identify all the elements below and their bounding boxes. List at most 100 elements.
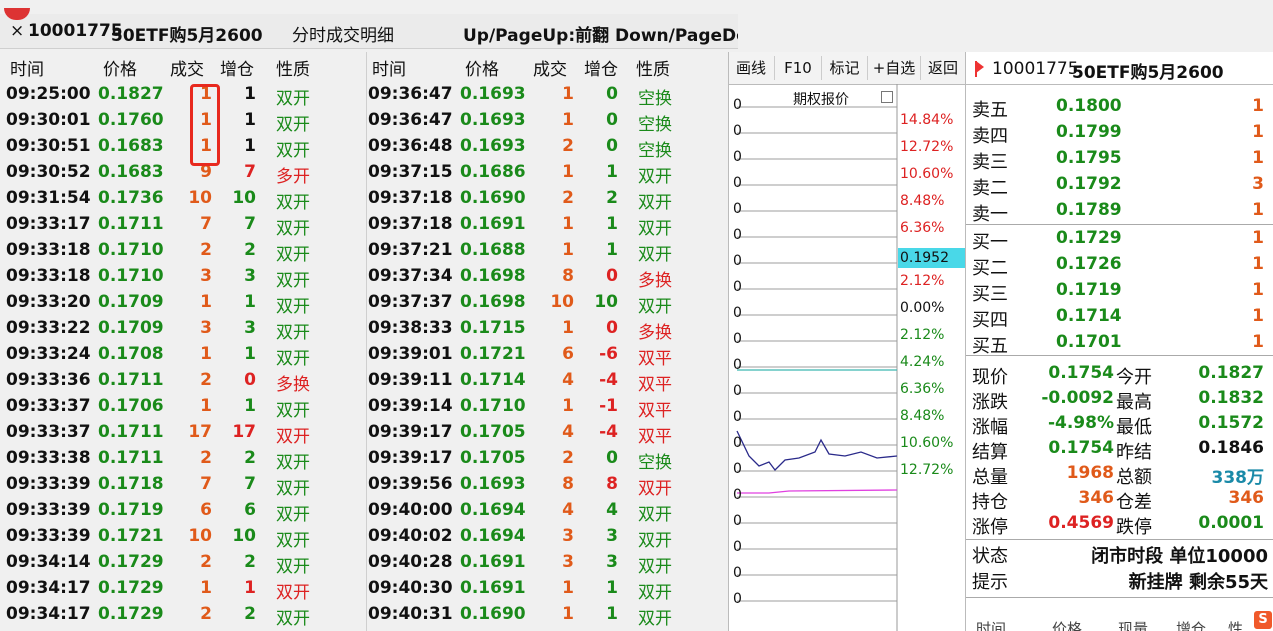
quote-level[interactable]: 卖五 0.1800 1 [966, 94, 1273, 121]
add-watchlist-button[interactable]: +自选 [867, 56, 920, 80]
quote-level[interactable]: 买四 0.1714 1 [966, 304, 1273, 331]
close-button[interactable]: × [10, 21, 25, 41]
tick-volume: 1 [200, 344, 212, 364]
back-button[interactable]: 返回 [920, 56, 965, 80]
table-row[interactable]: 09:33:38 0.1711 2 2 双开 [0, 447, 366, 473]
tick-price: 0.1827 [98, 84, 164, 104]
input-method-icon[interactable]: S [1254, 611, 1272, 629]
highlight-box [190, 84, 220, 166]
table-row[interactable]: 09:34:14 0.1729 2 2 双开 [0, 551, 366, 577]
y-axis-tick-label: 0.00% [900, 300, 945, 317]
level-price: 0.1729 [1056, 228, 1122, 248]
stat-value: 346 [1228, 488, 1265, 508]
tick-nature: 双开 [276, 401, 310, 421]
table-row[interactable]: 09:39:17 0.1705 2 0 空换 [362, 447, 728, 473]
quote-level[interactable]: 买三 0.1719 1 [966, 278, 1273, 305]
table-row[interactable]: 09:33:39 0.1721 10 10 双开 [0, 525, 366, 551]
table-row[interactable]: 09:31:54 0.1736 10 10 双开 [0, 187, 366, 213]
table-row[interactable]: 09:39:14 0.1710 1 -1 双平 [362, 395, 728, 421]
table-row[interactable]: 09:33:37 0.1711 17 17 双开 [0, 421, 366, 447]
table-row[interactable]: 09:33:18 0.1710 2 2 双开 [0, 239, 366, 265]
level-volume: 1 [1252, 306, 1264, 326]
quote-level[interactable]: 买一 0.1729 1 [966, 226, 1273, 253]
stat-value: 0.1846 [1198, 438, 1264, 458]
chart-toggle-icon[interactable] [881, 91, 893, 103]
table-row[interactable]: 09:36:47 0.1693 1 0 空换 [362, 83, 728, 109]
table-row[interactable]: 09:40:02 0.1694 3 3 双开 [362, 525, 728, 551]
table-row[interactable]: 09:25:00 0.1827 1 1 双开 [0, 83, 366, 109]
tick-volume: 6 [562, 344, 574, 364]
table-row[interactable]: 09:40:28 0.1691 3 3 双开 [362, 551, 728, 577]
table-row[interactable]: 09:37:18 0.1691 1 1 双开 [362, 213, 728, 239]
table-row[interactable]: 09:33:18 0.1710 3 3 双开 [0, 265, 366, 291]
table-row[interactable]: 09:38:33 0.1715 1 0 多换 [362, 317, 728, 343]
table-row[interactable]: 09:39:17 0.1705 4 -4 双平 [362, 421, 728, 447]
tick-price: 0.1706 [98, 396, 164, 416]
tick-volume: 2 [562, 188, 574, 208]
table-row[interactable]: 09:36:47 0.1693 1 0 空换 [362, 109, 728, 135]
tick-time: 09:33:36 [6, 370, 91, 390]
table-row[interactable]: 09:34:17 0.1729 2 2 双开 [0, 603, 366, 629]
tick-nature: 双平 [638, 349, 672, 369]
table-row[interactable]: 09:40:00 0.1694 4 4 双开 [362, 499, 728, 525]
header-price: 价格 [103, 60, 137, 80]
table-row[interactable]: 09:40:31 0.1690 1 1 双开 [362, 603, 728, 629]
table-row[interactable]: 09:30:51 0.1683 1 1 双开 [0, 135, 366, 161]
mark-button[interactable]: 标记 [821, 56, 867, 80]
level-price: 0.1726 [1056, 254, 1122, 274]
table-row[interactable]: 09:33:39 0.1719 6 6 双开 [0, 499, 366, 525]
y-axis-tick-label: 2.12% [900, 327, 945, 344]
table-row[interactable]: 09:33:39 0.1718 7 7 双开 [0, 473, 366, 499]
table-row[interactable]: 09:33:37 0.1706 1 1 双开 [0, 395, 366, 421]
table-row[interactable]: 09:37:37 0.1698 10 10 双开 [362, 291, 728, 317]
table-row[interactable]: 09:30:52 0.1683 9 7 多开 [0, 161, 366, 187]
stat-value: 0.1754 [1048, 438, 1114, 458]
tick-time: 09:33:37 [6, 422, 91, 442]
quote-level[interactable]: 卖一 0.1789 1 [966, 198, 1273, 225]
paging-hint: Up/PageUp:前翻 Down/PageDo [463, 26, 738, 46]
tick-time: 09:33:38 [6, 448, 91, 468]
tick-nature: 双开 [638, 479, 672, 499]
table-row[interactable]: 09:33:22 0.1709 3 3 双开 [0, 317, 366, 343]
draw-line-button[interactable]: 画线 [735, 59, 766, 77]
tick-oi-change: 0 [606, 448, 618, 468]
table-row[interactable]: 09:34:17 0.1729 1 1 双开 [0, 577, 366, 603]
quote-level[interactable]: 卖三 0.1795 1 [966, 146, 1273, 173]
divider [966, 539, 1273, 540]
tick-price: 0.1736 [98, 188, 164, 208]
quote-level[interactable]: 买五 0.1701 1 [966, 330, 1273, 357]
chart-title: 期权报价 [793, 92, 849, 108]
table-row[interactable]: 09:39:56 0.1693 8 8 双开 [362, 473, 728, 499]
tick-volume: 2 [200, 552, 212, 572]
contract-code: 10001775 [28, 21, 123, 41]
stat-value: 0.1754 [1048, 363, 1114, 383]
quote-level[interactable]: 卖二 0.1792 3 [966, 172, 1273, 199]
table-row[interactable]: 09:33:17 0.1711 7 7 双开 [0, 213, 366, 239]
table-row[interactable]: 09:36:48 0.1693 2 0 空换 [362, 135, 728, 161]
tick-oi-change: 1 [244, 396, 256, 416]
table-row[interactable]: 09:37:21 0.1688 1 1 双开 [362, 239, 728, 265]
tick-oi-change: 10 [232, 526, 256, 546]
level-label: 买四 [972, 310, 1008, 331]
level-volume: 1 [1252, 280, 1264, 300]
tick-oi-change: 1 [606, 214, 618, 234]
table-row[interactable]: 09:33:24 0.1708 1 1 双开 [0, 343, 366, 369]
tick-price: 0.1714 [460, 370, 526, 390]
tick-oi-change: 2 [244, 240, 256, 260]
table-row[interactable]: 09:40:30 0.1691 1 1 双开 [362, 577, 728, 603]
table-row[interactable]: 09:30:01 0.1760 1 1 双开 [0, 109, 366, 135]
quote-level[interactable]: 卖四 0.1799 1 [966, 120, 1273, 147]
level-label: 买二 [972, 258, 1008, 279]
level-label: 卖五 [972, 100, 1008, 121]
table-row[interactable]: 09:33:20 0.1709 1 1 双开 [0, 291, 366, 317]
table-row[interactable]: 09:37:15 0.1686 1 1 双开 [362, 161, 728, 187]
table-row[interactable]: 09:39:01 0.1721 6 -6 双平 [362, 343, 728, 369]
f10-button[interactable]: F10 [774, 56, 821, 80]
table-row[interactable]: 09:33:36 0.1711 2 0 多换 [0, 369, 366, 395]
left-axis-tick-label: 0 [733, 435, 742, 451]
table-row[interactable]: 09:37:18 0.1690 2 2 双开 [362, 187, 728, 213]
stat-label: 持仓 [972, 492, 1008, 513]
table-row[interactable]: 09:39:11 0.1714 4 -4 双平 [362, 369, 728, 395]
table-row[interactable]: 09:37:34 0.1698 8 0 多换 [362, 265, 728, 291]
quote-level[interactable]: 买二 0.1726 1 [966, 252, 1273, 279]
